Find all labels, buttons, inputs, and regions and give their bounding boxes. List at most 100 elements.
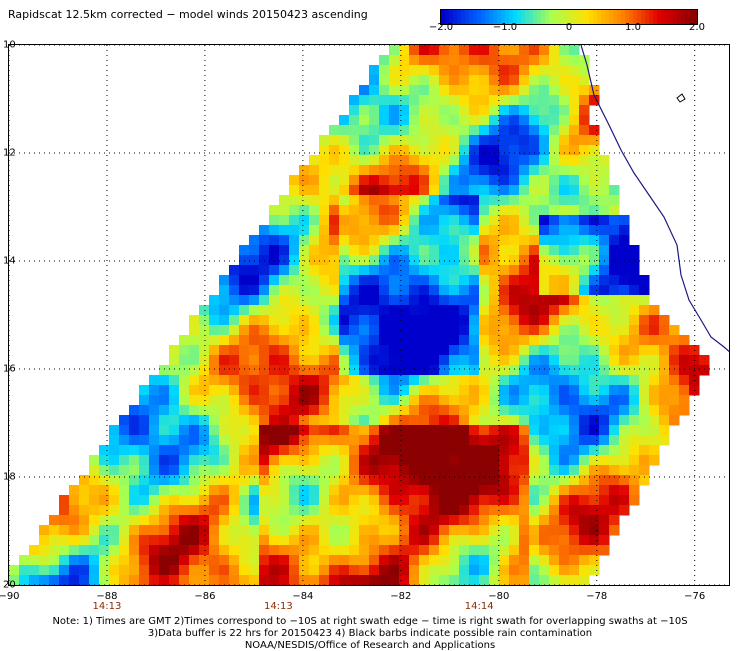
wind-cell — [229, 265, 240, 276]
wind-cell — [559, 105, 570, 116]
wind-cell — [199, 305, 210, 316]
wind-cell — [429, 235, 440, 246]
wind-cell — [399, 385, 410, 396]
wind-cell — [659, 345, 670, 356]
wind-cell — [579, 215, 590, 226]
wind-cell — [339, 165, 350, 176]
wind-cell — [339, 575, 350, 585]
wind-cell — [369, 235, 380, 246]
wind-cell — [119, 435, 130, 446]
wind-cell — [229, 285, 240, 296]
wind-cell — [279, 495, 290, 506]
wind-cell — [229, 315, 240, 326]
wind-cell — [549, 115, 560, 126]
wind-cell — [229, 495, 240, 506]
wind-cell — [259, 295, 270, 306]
wind-cell — [109, 535, 120, 546]
wind-cell — [469, 115, 480, 126]
wind-cell — [319, 135, 330, 146]
wind-cell — [269, 555, 280, 566]
wind-cell — [629, 295, 640, 306]
wind-cell — [289, 525, 300, 536]
wind-cell — [169, 375, 180, 386]
wind-cell — [549, 125, 560, 136]
wind-cell — [669, 335, 680, 346]
wind-cell — [549, 495, 560, 506]
colorbar-segment — [681, 10, 686, 24]
colorbar-tick-label: 1.0 — [625, 22, 641, 33]
wind-cell — [539, 285, 550, 296]
wind-cell — [319, 155, 330, 166]
wind-cell — [429, 245, 440, 256]
wind-cell — [429, 515, 440, 526]
wind-cell — [339, 225, 350, 236]
wind-cell — [369, 225, 380, 236]
wind-cell — [279, 255, 290, 266]
wind-cell — [469, 255, 480, 266]
longitude-label: −84 — [292, 591, 314, 602]
wind-cell — [349, 505, 360, 516]
wind-cell — [69, 495, 80, 506]
wind-cell — [309, 575, 320, 585]
wind-cell — [369, 435, 380, 446]
wind-cell — [649, 455, 660, 466]
wind-cell — [399, 85, 410, 96]
wind-cell — [509, 445, 520, 456]
wind-cell — [469, 55, 480, 66]
wind-cell — [639, 425, 650, 436]
wind-cell — [359, 575, 370, 585]
wind-cell — [619, 435, 630, 446]
wind-cell — [329, 255, 340, 266]
wind-cell — [639, 435, 650, 446]
wind-cell — [329, 575, 340, 585]
wind-cell — [569, 365, 580, 376]
wind-cell — [179, 335, 190, 346]
wind-cell — [309, 555, 320, 566]
note-line-3: NOAA/NESDIS/Office of Research and Appli… — [244, 640, 496, 651]
wind-cell — [569, 235, 580, 246]
wind-cell — [469, 485, 480, 496]
wind-cell — [249, 245, 260, 256]
wind-cell — [339, 315, 350, 326]
longitude-label: −78 — [586, 591, 608, 602]
wind-cell — [399, 265, 410, 276]
wind-cell — [319, 255, 330, 266]
wind-cell — [109, 565, 120, 576]
wind-cell — [399, 45, 410, 56]
wind-cell — [369, 485, 380, 496]
wind-cell — [439, 215, 450, 226]
wind-cell — [169, 365, 180, 376]
wind-cell — [199, 355, 210, 366]
wind-cell — [179, 515, 190, 526]
wind-cell — [279, 545, 290, 556]
wind-cell — [319, 265, 330, 276]
wind-cell — [529, 85, 540, 96]
wind-cell — [359, 395, 370, 406]
wind-cell — [329, 235, 340, 246]
wind-cell — [459, 335, 470, 346]
wind-cell — [429, 45, 440, 56]
colorbar-segment — [693, 10, 697, 24]
wind-cell — [559, 45, 570, 56]
wind-cell — [439, 65, 450, 76]
wind-cell — [509, 285, 520, 296]
wind-cell — [559, 525, 570, 536]
wind-cell — [99, 475, 110, 486]
wind-cell — [329, 215, 340, 226]
wind-cell — [429, 575, 440, 585]
wind-cell — [359, 155, 370, 166]
wind-cell — [359, 345, 370, 356]
wind-cell — [99, 575, 110, 585]
map-panel[interactable] — [8, 44, 730, 586]
wind-cell — [349, 305, 360, 316]
wind-cell — [579, 485, 590, 496]
wind-cell — [289, 465, 300, 476]
wind-cell — [339, 335, 350, 346]
wind-cell — [589, 515, 600, 526]
wind-cell — [629, 265, 640, 276]
wind-cell — [409, 295, 420, 306]
wind-cell — [469, 315, 480, 326]
wind-cell — [409, 255, 420, 266]
wind-cell — [319, 185, 330, 196]
wind-cell — [79, 565, 90, 576]
